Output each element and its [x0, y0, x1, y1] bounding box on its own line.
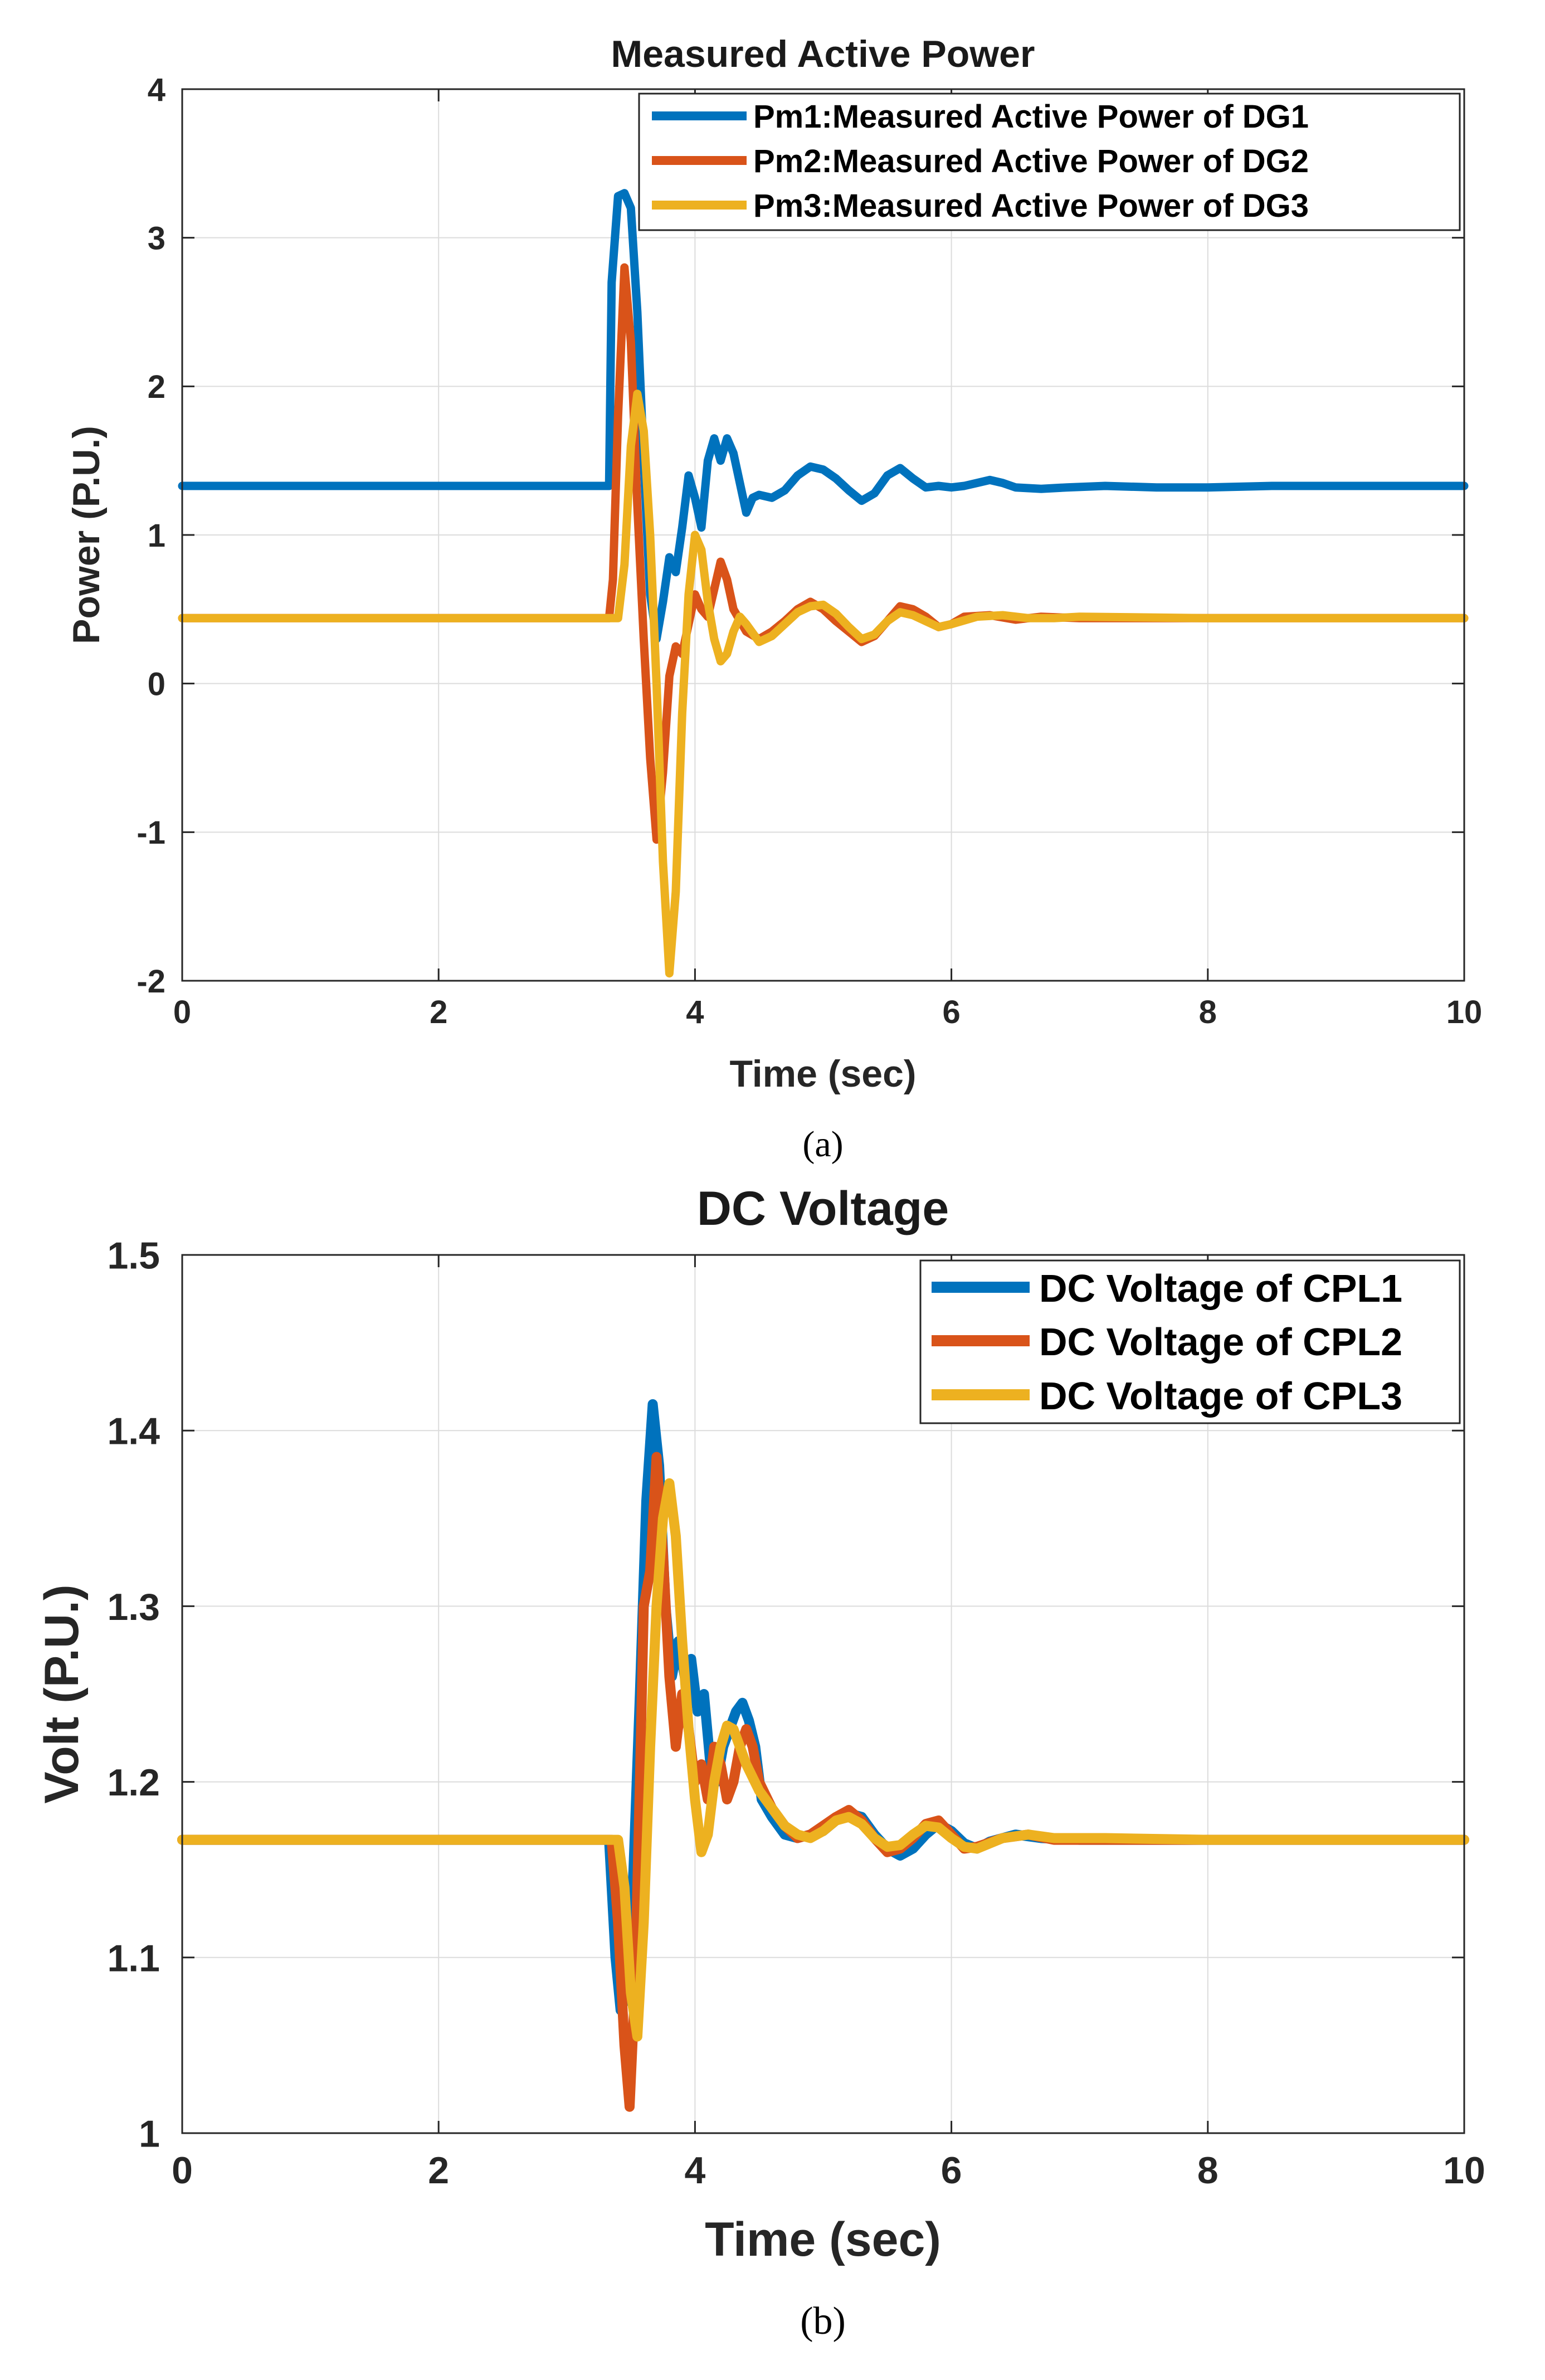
y-tick-label: 1.5 — [107, 1234, 160, 1277]
y-tick-label: 1.1 — [107, 1937, 160, 1979]
y-tick-label: 3 — [148, 221, 165, 257]
x-tick-label: 4 — [686, 994, 704, 1030]
series-line-a-3 — [178, 390, 1469, 978]
x-tick-label: 6 — [942, 994, 960, 1030]
legend-box-a — [638, 93, 1461, 231]
x-tick-label: 2 — [430, 994, 447, 1030]
legend-label-cpl2: DC Voltage of CPL2 — [1039, 1320, 1402, 1364]
chart-title-a: Measured Active Power — [611, 33, 1035, 75]
chart-title-b: DC Voltage — [697, 1182, 949, 1235]
y-axis-label-b: Volt (P.U.) — [35, 1584, 89, 1803]
x-tick-label: 6 — [941, 2149, 962, 2192]
x-axis-label-a: Time (sec) — [729, 1053, 916, 1095]
x-tick-label: 8 — [1197, 2149, 1219, 2192]
y-tick-label: -1 — [137, 815, 165, 851]
legend-label-cpl3: DC Voltage of CPL3 — [1039, 1374, 1402, 1418]
legend-a: Pm1:Measured Active Power of DG1 Pm2:Mea… — [638, 93, 1461, 231]
x-tick-label: 10 — [1443, 2149, 1485, 2192]
x-tick-label: 4 — [684, 2149, 705, 2192]
y-tick-label: 1 — [148, 518, 165, 554]
series-lines-a — [178, 189, 1469, 978]
x-tick-label: 10 — [1446, 994, 1483, 1030]
series-lines-b — [177, 1399, 1469, 2112]
x-axis-label-b: Time (sec) — [705, 2213, 941, 2266]
x-tick-label: 2 — [428, 2149, 449, 2192]
y-tick-label: 1.2 — [107, 1761, 160, 1804]
legend-b: DC Voltage of CPL1 DC Voltage of CPL2 DC… — [919, 1259, 1461, 1424]
y-tick-label: 0 — [148, 666, 165, 703]
ticks-a: 0 2 4 6 8 10 -2 -1 0 1 2 3 4 — [137, 72, 1482, 1030]
y-axis-label-a: Power (P.U.) — [65, 426, 108, 644]
caption-b: (b) — [800, 2300, 846, 2343]
chart-b: 0 2 4 6 8 10 1 1.1 1.2 1.3 1.4 1.5 DC Voltage Time … — [35, 1182, 1485, 2343]
caption-a: (a) — [802, 1124, 843, 1165]
axes-box-b — [181, 1254, 1465, 2134]
x-tick-label: 8 — [1199, 994, 1217, 1030]
legend-label-cpl1: DC Voltage of CPL1 — [1039, 1267, 1402, 1310]
y-tick-label: -2 — [137, 963, 165, 1000]
y-tick-label: 1 — [139, 2113, 160, 2155]
series-line-b-3 — [177, 1478, 1469, 2042]
x-tick-label: 0 — [173, 994, 191, 1030]
legend-label-dg3: Pm3:Measured Active Power of DG3 — [753, 188, 1309, 224]
legend-label-dg2: Pm2:Measured Active Power of DG2 — [753, 143, 1309, 179]
y-tick-label: 2 — [148, 369, 165, 405]
legend-label-dg1: Pm1:Measured Active Power of DG1 — [753, 99, 1309, 135]
y-tick-label: 4 — [148, 72, 165, 108]
y-tick-label: 1.3 — [107, 1586, 160, 1628]
x-tick-label: 0 — [172, 2149, 193, 2192]
ticks-b: 0 2 4 6 8 10 1 1.1 1.2 1.3 1.4 1.5 — [107, 1234, 1485, 2192]
y-tick-label: 1.4 — [107, 1410, 160, 1453]
chart-a: 0 2 4 6 8 10 -2 -1 0 1 2 3 4 Measured Active Power T… — [65, 33, 1482, 1165]
